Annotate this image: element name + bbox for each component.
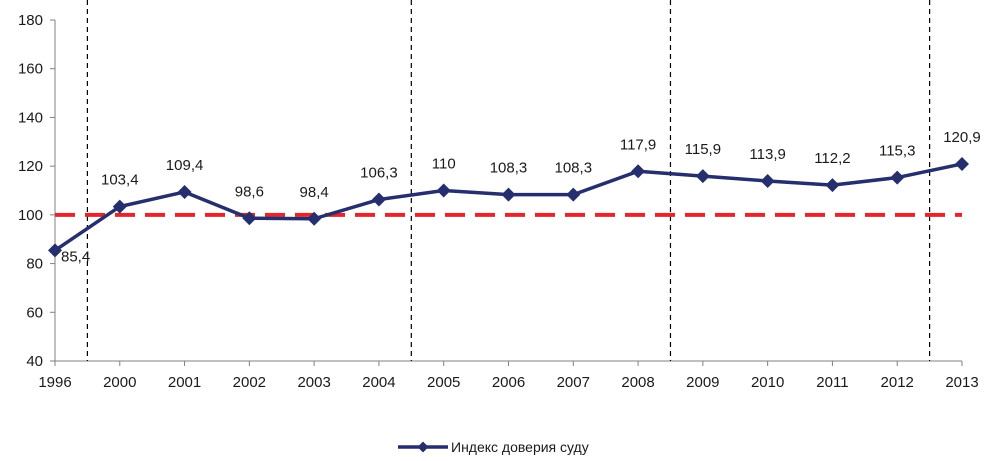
data-point-marker	[112, 199, 127, 214]
data-point-marker	[307, 211, 322, 226]
x-tick-label: 2004	[362, 374, 395, 391]
data-point-marker	[501, 187, 516, 202]
x-tick-label: 2002	[233, 374, 266, 391]
x-tick-label: 2003	[297, 374, 330, 391]
data-label: 109,4	[166, 157, 204, 174]
x-tick-label: 2006	[492, 374, 525, 391]
data-label: 106,3	[360, 165, 398, 182]
x-tick-label: 2000	[103, 374, 136, 391]
y-tick-label: 80	[26, 256, 43, 273]
y-tick-label: 60	[26, 304, 43, 321]
data-label: 120,9	[943, 129, 981, 146]
data-label: 103,4	[101, 172, 139, 189]
data-point-marker	[436, 183, 451, 198]
x-tick-label: 2013	[945, 374, 978, 391]
x-tick-label: 2005	[427, 374, 460, 391]
y-tick-label: 100	[18, 207, 43, 224]
x-tick-label: 2007	[557, 374, 590, 391]
data-point-marker	[631, 164, 646, 179]
data-point-marker	[695, 169, 710, 184]
data-label: 112,2	[814, 150, 850, 167]
data-point-marker	[242, 211, 257, 226]
y-tick-label: 120	[18, 158, 43, 175]
data-point-marker	[760, 174, 775, 189]
x-tick-label: 2011	[816, 374, 848, 391]
series-line	[54, 162, 963, 252]
data-point-marker	[177, 184, 192, 199]
data-label: 98,4	[300, 184, 329, 201]
data-label: 113,9	[749, 146, 785, 163]
x-tick-label: 2012	[881, 374, 914, 391]
data-label: 108,3	[555, 160, 593, 177]
y-tick-label: 180	[18, 12, 43, 29]
data-label: 110	[432, 156, 456, 173]
data-label: 117,9	[620, 136, 656, 153]
legend-marker	[417, 441, 429, 453]
legend-label: Индекс доверия суду	[451, 439, 589, 455]
data-label: 108,3	[490, 160, 528, 177]
data-point-marker	[890, 170, 905, 185]
data-point-marker	[955, 156, 969, 171]
y-tick-label: 140	[18, 109, 43, 126]
data-point-marker	[48, 243, 62, 258]
x-tick-label: 2009	[686, 374, 719, 391]
data-label: 85,4	[61, 248, 90, 265]
x-tick-label: 2001	[168, 374, 201, 391]
x-tick-label: 1996	[38, 374, 71, 391]
x-tick-label: 2008	[621, 374, 654, 391]
y-tick-label: 40	[26, 353, 43, 370]
y-tick-label: 160	[18, 61, 43, 78]
data-label: 115,3	[879, 143, 915, 160]
data-label: 98,6	[235, 183, 264, 200]
data-label: 115,9	[685, 141, 721, 158]
x-tick-label: 2010	[751, 374, 784, 391]
data-point-marker	[371, 192, 386, 207]
data-point-marker	[566, 187, 581, 202]
data-point-marker	[825, 178, 840, 193]
